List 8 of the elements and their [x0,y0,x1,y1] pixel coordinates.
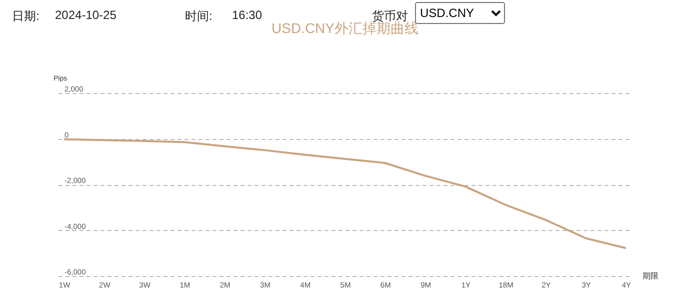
text: 2024-10-25 [55,8,116,22]
x-axis-title: 期限 [642,272,658,280]
text: 日期: [12,8,40,25]
chart-title: USD.CNY外汇掉期曲线 [271,20,419,36]
text: 时间: [185,8,212,25]
text: USD.CNY [420,6,474,20]
text: 货币对 [372,8,408,23]
text: 16:30 [232,8,262,22]
